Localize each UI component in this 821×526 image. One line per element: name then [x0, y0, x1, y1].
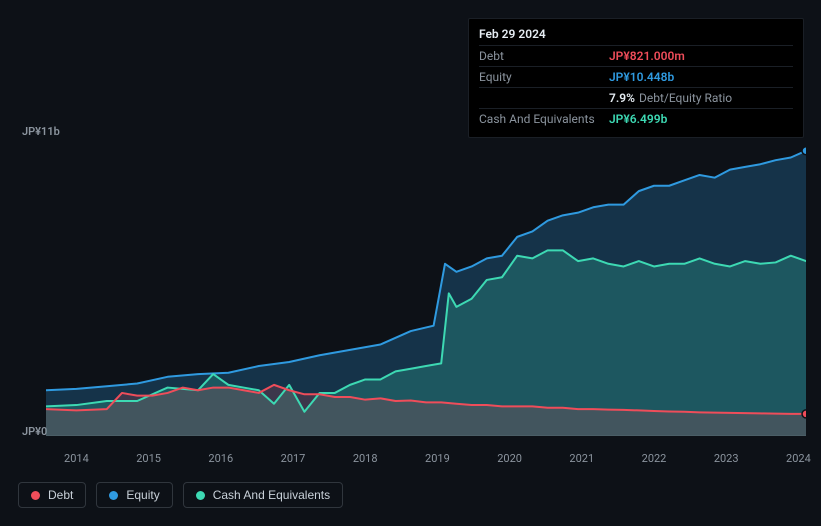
legend: Debt Equity Cash And Equivalents	[18, 482, 343, 508]
y-axis-max-label: JP¥11b	[22, 125, 60, 138]
x-axis-tick: 2022	[642, 452, 667, 465]
tooltip-row: 7.9% Debt/Equity Ratio	[479, 87, 793, 108]
legend-item-equity[interactable]: Equity	[96, 482, 172, 508]
x-axis: 2014 2015 2016 2017 2018 2019 2020 2021 2022 2023…	[46, 452, 806, 468]
legend-item-cash-and-equivalents[interactable]: Cash And Equivalents	[183, 482, 343, 508]
tooltip-row: EquityJP¥10.448b	[479, 66, 793, 87]
x-axis-tick: 2014	[64, 452, 89, 465]
legend-label: Equity	[126, 488, 159, 502]
x-axis-tick: 2019	[425, 452, 450, 465]
chart-plot-area[interactable]	[46, 140, 806, 436]
x-axis-tick: 2016	[208, 452, 233, 465]
legend-label: Debt	[48, 488, 73, 502]
tooltip-row-suffix: Debt/Equity Ratio	[639, 91, 732, 105]
tooltip-row-label: Debt	[479, 49, 609, 63]
x-axis-tick: 2023	[714, 452, 739, 465]
tooltip-row-label: Equity	[479, 70, 609, 84]
tooltip-row-value: JP¥6.499b	[609, 112, 667, 126]
x-axis-tick: 2021	[569, 452, 594, 465]
tooltip-row-label	[479, 91, 609, 105]
tooltip-row-value: 7.9%	[609, 91, 635, 105]
x-axis-tick: 2017	[281, 452, 306, 465]
data-tooltip: Feb 29 2024 DebtJP¥821.000mEquityJP¥10.4…	[468, 18, 804, 138]
tooltip-date: Feb 29 2024	[479, 27, 793, 45]
tooltip-row-label: Cash And Equivalents	[479, 112, 609, 126]
legend-dot	[31, 491, 40, 500]
tooltip-row-value: JP¥821.000m	[609, 49, 685, 63]
legend-dot	[109, 491, 118, 500]
legend-dot	[196, 491, 205, 500]
x-axis-tick: 2015	[136, 452, 161, 465]
x-axis-tick: 2024	[786, 452, 811, 465]
y-axis-min-label: JP¥0	[22, 425, 47, 438]
legend-item-debt[interactable]: Debt	[18, 482, 86, 508]
x-axis-tick: 2020	[497, 452, 522, 465]
tooltip-row: Cash And EquivalentsJP¥6.499b	[479, 108, 793, 129]
legend-label: Cash And Equivalents	[213, 488, 330, 502]
tooltip-row-value: JP¥10.448b	[609, 70, 674, 84]
tooltip-row: DebtJP¥821.000m	[479, 45, 793, 66]
x-axis-tick: 2018	[353, 452, 378, 465]
chart-container: Feb 29 2024 DebtJP¥821.000mEquityJP¥10.4…	[0, 0, 821, 526]
